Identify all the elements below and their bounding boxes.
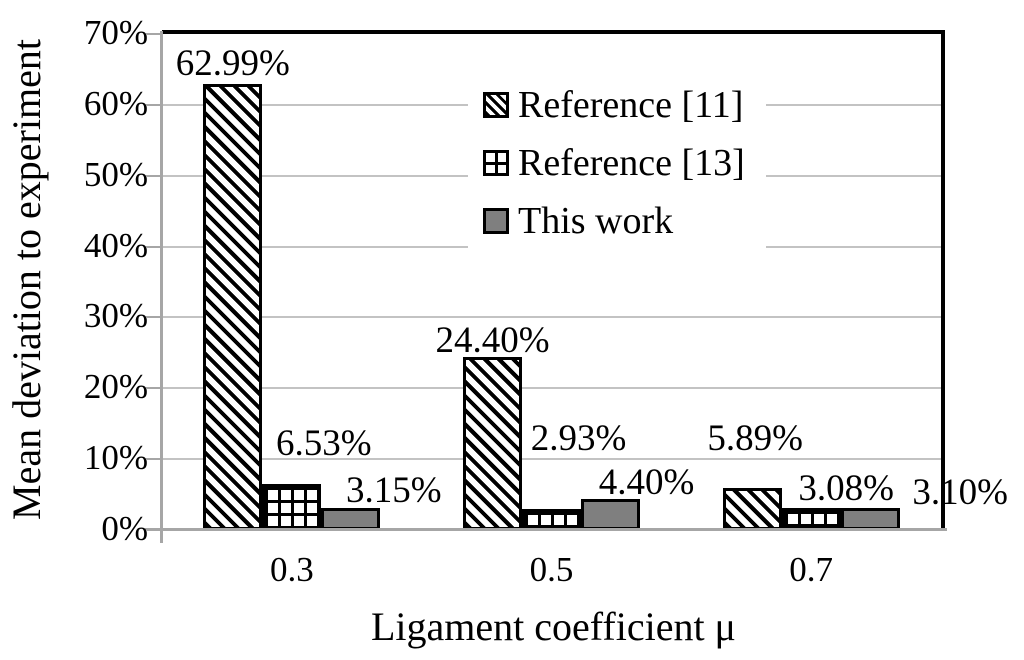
y-tick-label: 20% [83,367,148,407]
data-label: 3.15% [346,469,442,511]
bar-this-work-0.5 [581,498,640,530]
bar-reference-13--0.5 [522,509,581,530]
legend: Reference [11] Reference [13] This work [468,76,766,250]
y-tick-mark [146,103,162,106]
legend-label: This work [518,200,674,242]
y-tick-label: 10% [83,438,148,478]
data-label: 2.93% [530,418,627,460]
legend-item-reference-11: Reference [11] [483,76,766,134]
gridline [162,458,941,461]
bar-reference-13--0.3 [262,483,322,530]
y-tick-mark [146,316,162,319]
y-tick-mark [146,33,162,35]
y-tick-mark [146,245,162,248]
bar-reference-11--0.3 [203,83,263,530]
x-tick-label: 0.7 [789,550,834,589]
gridline [162,387,941,390]
y-tick-label: 60% [83,83,148,123]
grid-hatch-swatch-icon [483,150,509,176]
y-tick-label: 50% [83,154,148,194]
y-tick-mark [146,529,162,531]
legend-item-this-work: This work [483,192,766,250]
y-tick-label: 0% [101,509,148,548]
bar-reference-13--0.7 [781,508,841,530]
data-label: 6.53% [276,422,372,464]
y-tick-label: 70% [83,13,148,52]
data-label: 24.40% [435,320,550,362]
data-label: 5.89% [707,418,803,460]
bar-this-work-0.7 [840,508,900,530]
y-tick-label: 40% [83,225,148,265]
x-tick-label: 0.3 [269,550,314,589]
legend-label: Reference [13] [518,142,745,184]
data-label: 3.08% [798,468,894,510]
y-axis-line [160,31,163,543]
y-tick-mark [146,458,162,461]
gridline [162,316,941,319]
y-tick-mark [146,387,162,390]
data-label: 3.10% [912,472,1008,514]
legend-item-reference-13: Reference [13] [483,134,766,192]
x-axis-title: Ligament coefficient μ [371,604,736,649]
bar-reference-11--0.5 [463,357,522,530]
bar-reference-11--0.7 [722,488,782,530]
x-axis-line [145,528,947,531]
gray-swatch-icon [483,208,509,234]
x-tick-label: 0.5 [529,550,574,589]
y-tick-mark [146,174,162,177]
legend-label: Reference [11] [518,84,744,126]
diagonal-hatch-swatch-icon [483,92,509,118]
data-label: 62.99% [175,42,290,84]
y-tick-label: 30% [83,296,148,336]
data-label: 4.40% [598,461,695,503]
bar-this-work-0.3 [321,507,381,530]
